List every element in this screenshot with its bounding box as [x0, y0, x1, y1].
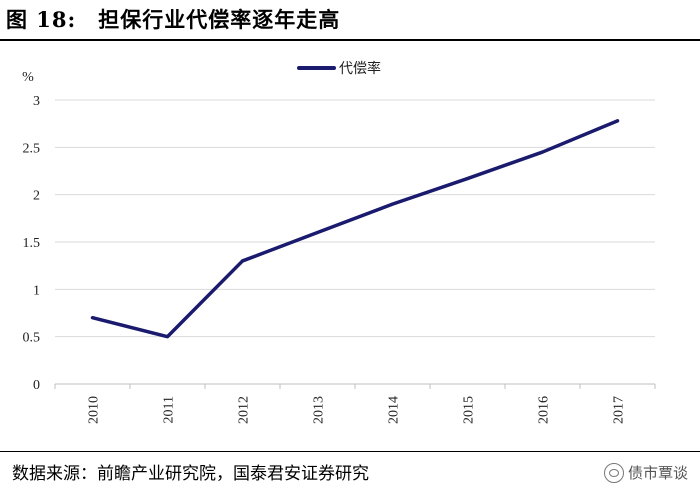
y-tick-label: 0 [33, 378, 40, 393]
legend-label: 代偿率 [339, 60, 381, 77]
watermark-label: 债市覃谈 [627, 464, 688, 482]
series-line [90, 119, 620, 339]
data-source: 数据来源：前瞻产业研究院，国泰君安证券研究 [12, 464, 369, 484]
title-divider [0, 39, 700, 41]
y-tick-label: 2 [33, 189, 40, 204]
figure-title: 图 18: 担保行业代偿率逐年走高 [6, 7, 341, 32]
wechat-icon [603, 462, 624, 483]
x-tick-label: 2016 [537, 396, 552, 424]
x-tick-label: 2015 [462, 396, 477, 424]
y-tick-label: 1 [33, 283, 40, 298]
y-tick-label: 1.5 [23, 236, 41, 251]
footer-divider [0, 451, 700, 452]
line-chart: 0 0.5 1 1.5 2 2.5 3% 2010 2011 2012 2013 2014 2015 20… [22, 60, 656, 424]
y-tick-label: 3 [33, 94, 40, 109]
x-tick-label: 2017 [612, 396, 627, 424]
x-tick-label: 2013 [312, 396, 327, 424]
x-tick-label: 2011 [162, 396, 177, 423]
y-axis-unit-label: % [22, 70, 34, 85]
x-tick-label: 2012 [237, 396, 252, 424]
x-tick-label: 2010 [87, 396, 102, 424]
watermark: 债市覃谈 [603, 462, 688, 483]
y-tick-label: 0.5 [23, 331, 41, 346]
y-tick-label: 2.5 [23, 141, 41, 156]
figure-header: 图 18: 担保行业代偿率逐年走高 [0, 0, 700, 36]
chart-area: 0 0.5 1 1.5 2 2.5 3% 2010 2011 2012 2013 2014 2015 20… [0, 41, 700, 451]
x-tick-label: 2014 [387, 396, 402, 424]
